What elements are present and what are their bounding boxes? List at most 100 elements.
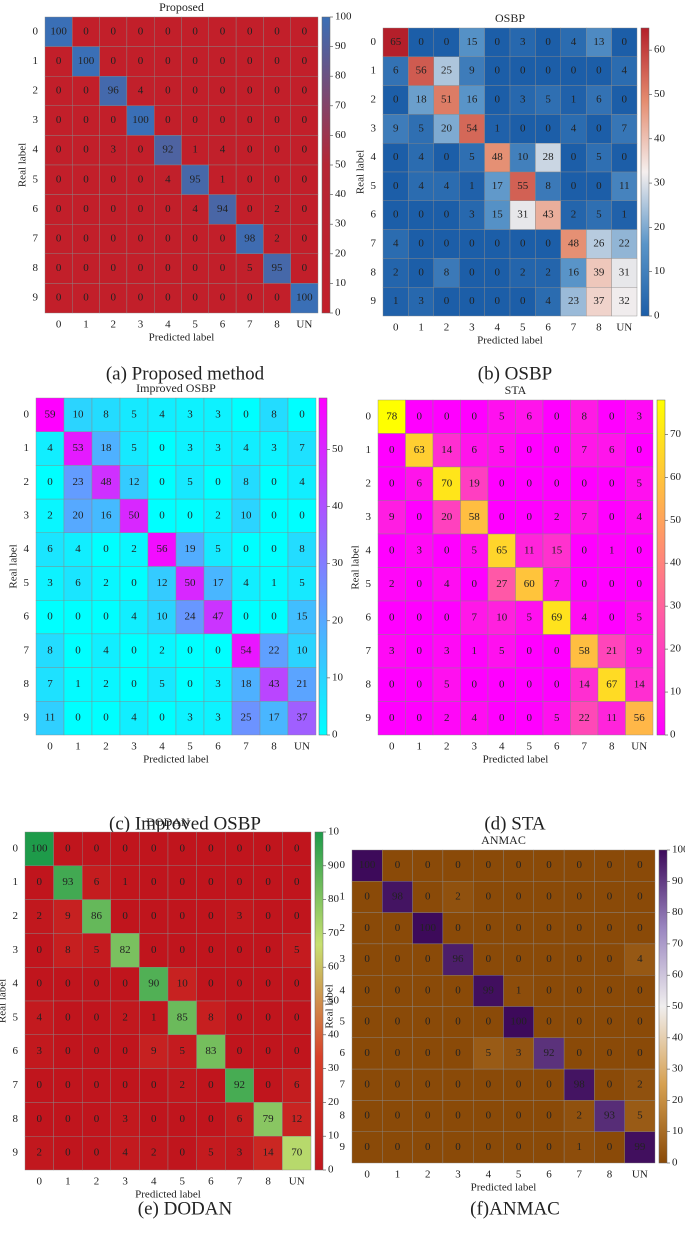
heatmap-cell <box>203 532 233 567</box>
cell-label: 5 <box>499 444 505 456</box>
y-tick-label: 4 <box>24 543 30 555</box>
cell-label: 18 <box>241 678 253 690</box>
x-tick-label: 4 <box>495 322 501 334</box>
heatmap-cell <box>24 1068 54 1103</box>
x-tick-label: 7 <box>243 741 249 753</box>
heatmap-cell <box>382 142 409 173</box>
y-tick-label: 4 <box>366 544 372 556</box>
heatmap-cell <box>259 701 289 736</box>
heatmap-cell <box>382 85 409 115</box>
heatmap-cell <box>139 1135 169 1171</box>
heatmap-cell <box>408 229 434 259</box>
heatmap-cell <box>442 1068 474 1101</box>
cell-label: 2 <box>180 1079 186 1091</box>
cell-label: 0 <box>418 266 424 278</box>
cell-label: 0 <box>75 611 81 623</box>
heatmap-cell <box>487 533 516 568</box>
heatmap-cell <box>253 1034 283 1069</box>
heatmap-cell <box>625 399 654 434</box>
heatmap-cell <box>153 75 182 106</box>
cell-label: 1 <box>122 876 128 888</box>
heatmap-cell <box>139 933 169 968</box>
cell-label: 0 <box>499 678 505 690</box>
cell-label: 100 <box>359 859 376 871</box>
cell-label: 2 <box>131 543 137 555</box>
colorbar-tick-label: 0 <box>654 310 660 322</box>
cell-label: 5 <box>527 611 533 623</box>
heatmap-cell <box>53 1102 83 1137</box>
cell-label: 14 <box>579 678 591 690</box>
cell-label: 0 <box>165 85 171 97</box>
cell-label: 3 <box>215 678 221 690</box>
heatmap-cell <box>224 1068 254 1103</box>
cell-label: 0 <box>165 203 171 215</box>
cell-label: 100 <box>510 1016 527 1028</box>
cell-label: 0 <box>165 233 171 245</box>
heatmap-cell <box>442 881 474 913</box>
cell-label: 92 <box>543 1047 554 1059</box>
cell-label: 0 <box>444 410 450 422</box>
colorbar-tick-label: 70 <box>670 428 682 440</box>
heatmap-cell <box>382 56 409 86</box>
cell-label: 0 <box>192 233 198 245</box>
heatmap-cell <box>515 701 544 736</box>
heatmap-cell <box>290 105 319 136</box>
cell-label: 0 <box>165 262 171 274</box>
colorbar-tick-label: 0 <box>672 1157 678 1169</box>
cell-label: 0 <box>274 85 280 97</box>
heatmap-cell <box>99 283 128 314</box>
x-tick-label: 1 <box>75 741 81 753</box>
cell-label: 4 <box>243 442 249 454</box>
cell-label: 0 <box>94 1045 100 1057</box>
heatmap-cell <box>181 194 209 225</box>
cell-label: 11 <box>524 544 535 556</box>
heatmap-cell <box>535 287 562 317</box>
heatmap-cell <box>81 1135 111 1171</box>
heatmap-cell <box>405 701 434 736</box>
heatmap-cell <box>542 667 571 702</box>
heatmap-cell <box>175 465 205 500</box>
x-tick-label: 6 <box>554 741 560 753</box>
cell-label: 7 <box>472 611 478 623</box>
cell-label: 0 <box>545 122 551 134</box>
cell-label: 4 <box>159 408 165 420</box>
heatmap-cell <box>503 943 534 976</box>
cell-label: 0 <box>499 477 505 489</box>
cell-label: 0 <box>180 876 186 888</box>
cell-label: 5 <box>637 611 643 623</box>
y-axis-label: Real label <box>350 545 362 589</box>
heatmap-cell <box>611 200 638 230</box>
heatmap-cell <box>259 566 289 601</box>
heatmap-cell <box>405 634 434 669</box>
cell-label: 0 <box>389 477 395 489</box>
colorbar-tick-label: 20 <box>672 1094 684 1106</box>
heatmap-cell <box>611 85 638 115</box>
cell-label: 4 <box>393 238 399 250</box>
cell-label: 0 <box>527 511 533 523</box>
cell-label: 4 <box>582 611 588 623</box>
cell-label: 0 <box>138 203 144 215</box>
cell-label: 10 <box>496 611 508 623</box>
cell-label: 70 <box>441 477 453 489</box>
heatmap-cell <box>408 56 434 86</box>
heatmap-cell <box>235 194 264 225</box>
cell-label: 0 <box>545 36 551 48</box>
cell-label: 17 <box>492 180 504 192</box>
cell-label: 4 <box>131 712 137 724</box>
colorbar-tick-label: 0 <box>328 1164 334 1176</box>
heatmap-cell <box>290 223 319 254</box>
colorbar-tick-label: 20 <box>670 643 682 655</box>
cell-label: 16 <box>466 94 478 106</box>
heatmap-cell <box>563 1037 595 1070</box>
heatmap-cell <box>570 500 599 535</box>
heatmap-cell <box>181 16 209 47</box>
cell-label: 0 <box>418 238 424 250</box>
heatmap-cell <box>408 258 434 288</box>
cell-label: 6 <box>417 477 423 489</box>
heatmap-cell <box>153 164 182 195</box>
cell-label: 0 <box>208 978 214 990</box>
cell-label: 0 <box>37 944 43 956</box>
x-tick-label: 2 <box>425 1169 431 1181</box>
cell-label: 48 <box>101 476 113 488</box>
